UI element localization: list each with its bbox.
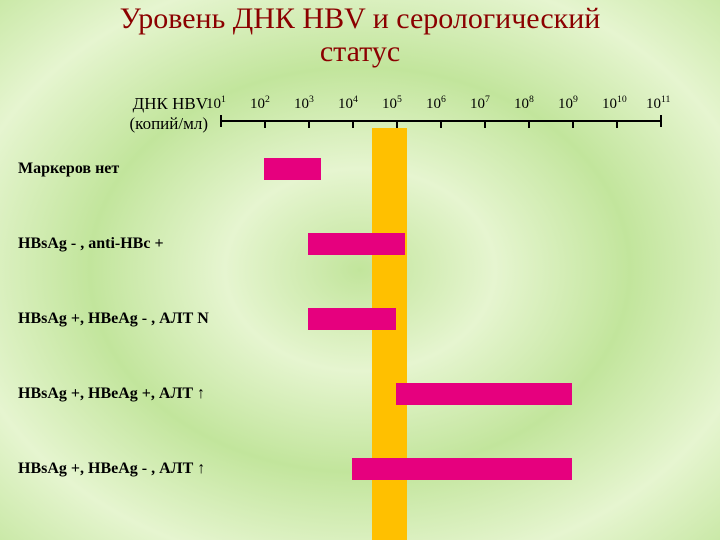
axis-tick [264, 120, 266, 128]
axis-tick-label: 105 [382, 96, 402, 113]
axis-tick [352, 120, 354, 128]
axis-tick [528, 120, 530, 128]
axis-label: ДНК HBV (копий/мл) [0, 94, 208, 134]
axis-tick [616, 120, 618, 128]
range-bar [352, 458, 572, 480]
axis-label-line-1: ДНК HBV [0, 94, 208, 114]
title-line-1: Уровень ДНК HBV и серологический [120, 2, 601, 35]
axis-tick [308, 120, 310, 128]
row-label: HBsAg +, HBeAg - , АЛТ N [18, 310, 209, 328]
axis-tick-label: 1011 [646, 96, 670, 113]
axis-label-line-2: (копий/мл) [0, 114, 208, 134]
range-bar [396, 383, 572, 405]
page-title: Уровень ДНК HBV и серологический статус [0, 0, 720, 68]
axis-tick-label: 102 [250, 96, 270, 113]
row-label: HBsAg +, HBeAg - , АЛТ ↑ [18, 460, 205, 478]
axis-tick [484, 120, 486, 128]
row-label: HBsAg - , anti-HBc + [18, 235, 164, 253]
axis-tick [440, 120, 442, 128]
axis-tick-label: 109 [558, 96, 578, 113]
range-bar [308, 233, 405, 255]
row-label: HBsAg +, HBeAg +, АЛТ ↑ [18, 385, 205, 403]
axis-tick [220, 115, 222, 128]
axis-tick [660, 115, 662, 128]
range-bar [264, 158, 321, 180]
axis-tick-label: 1010 [602, 96, 627, 113]
axis-tick-label: 108 [514, 96, 534, 113]
axis-tick-label: 104 [338, 96, 358, 113]
axis-tick [572, 120, 574, 128]
axis-tick-label: 101 [206, 96, 226, 113]
title-line-2: статус [320, 35, 400, 68]
axis-tick-label: 103 [294, 96, 314, 113]
row-label: Маркеров нет [18, 160, 119, 178]
axis-tick-label: 106 [426, 96, 446, 113]
axis-tick-label: 107 [470, 96, 490, 113]
range-bar [308, 308, 396, 330]
axis-tick [396, 120, 398, 128]
